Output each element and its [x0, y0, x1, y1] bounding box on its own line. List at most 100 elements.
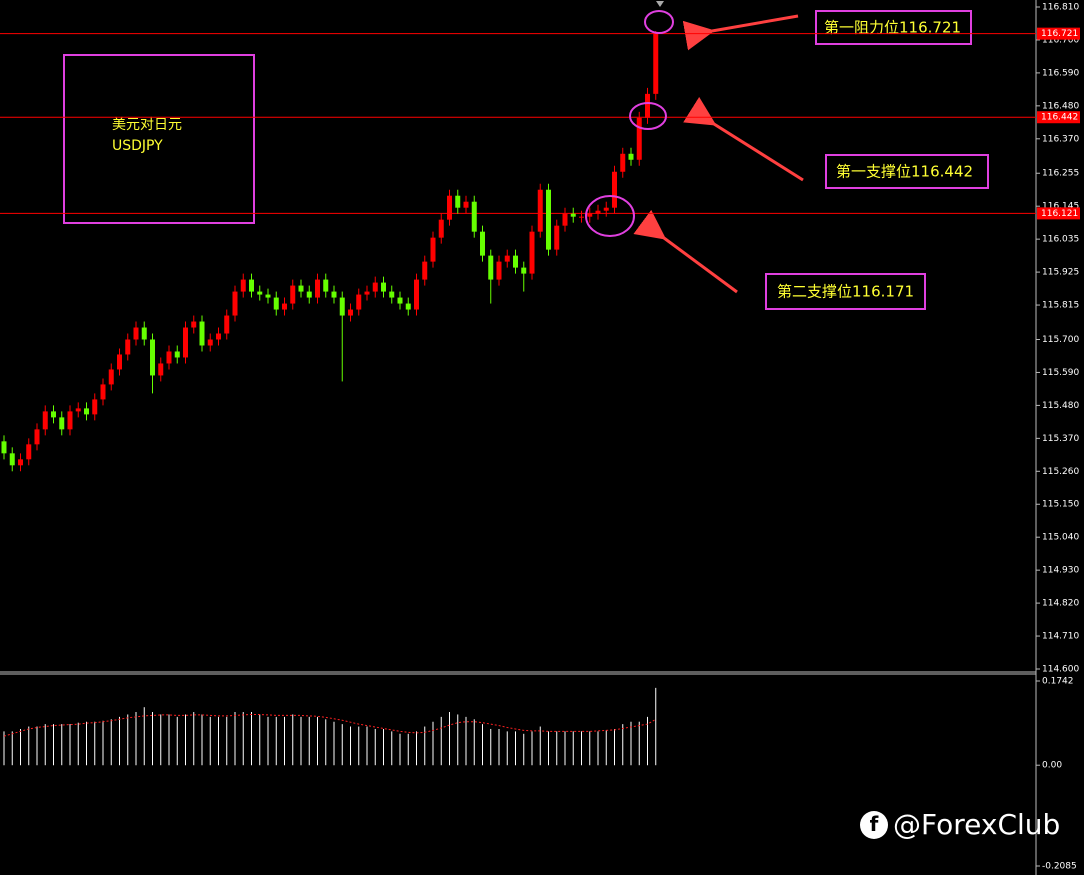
candle-body [92, 399, 98, 415]
y-tick-label: 115.700 [1042, 335, 1079, 345]
candle-body [348, 309, 353, 316]
candle-body [620, 153, 626, 172]
candle-body [265, 294, 271, 298]
annotation: 第一支撑位116.442 [836, 163, 973, 181]
label-cn: 美元对日元 [112, 117, 182, 133]
candle-body [438, 219, 444, 238]
level-tag [1037, 111, 1080, 124]
candle-body [232, 291, 238, 316]
label-box [63, 54, 255, 224]
annotation: 第二支撑位116.171 [777, 283, 914, 301]
candle-body [480, 231, 485, 256]
highlight-circle [644, 10, 674, 34]
annotation-box [815, 10, 972, 45]
y-tick-label: 115.815 [1042, 301, 1079, 311]
candle-body [100, 384, 106, 400]
candle-body [117, 354, 122, 370]
y-tick-label: 115.590 [1042, 368, 1079, 378]
candle-body [224, 315, 230, 334]
y-tick-label: 114.930 [1042, 566, 1079, 576]
y-tick-label: 116.810 [1042, 3, 1079, 13]
candle-body [430, 237, 436, 262]
candle-body [199, 321, 205, 346]
candle-body [603, 207, 609, 211]
candle-body [463, 201, 469, 208]
candle-body [306, 291, 312, 298]
candle-body [282, 303, 287, 310]
arrow [682, 14, 799, 51]
level-tag-label: 116.442 [1041, 113, 1078, 123]
candle-body [75, 408, 81, 412]
candle-body [207, 339, 213, 346]
candle-body [447, 195, 452, 220]
candle-body [381, 282, 386, 292]
candle-body [216, 333, 221, 340]
candle-body [554, 225, 560, 250]
candle-body [546, 189, 551, 250]
y-tick-label: 115.260 [1042, 467, 1079, 477]
candle-body [422, 261, 428, 280]
candle-body [364, 291, 370, 295]
candle-body [471, 201, 477, 232]
current-marker [656, 1, 664, 7]
label-symbol: USDJPY [112, 138, 163, 154]
level-tag [1037, 27, 1080, 40]
candle-body [158, 363, 164, 376]
candle-body [290, 285, 296, 304]
candle-body [405, 303, 411, 310]
candle-body [570, 213, 576, 217]
candle-body [628, 153, 634, 160]
candle-body [141, 327, 147, 340]
candle-body [529, 231, 535, 274]
candle-body [372, 282, 378, 292]
candle-body [356, 294, 362, 310]
candle-body [414, 279, 419, 310]
y-tick-label: 116.480 [1042, 101, 1079, 111]
candle-body [496, 261, 502, 280]
highlight-circle [629, 102, 667, 130]
y-tick-label: 0.1742 [1042, 677, 1074, 687]
candle-body [26, 444, 32, 460]
candle-body [653, 33, 659, 94]
candle-body [298, 285, 304, 292]
candle-body [174, 351, 180, 358]
candle-body [51, 411, 56, 418]
candle-body [84, 408, 89, 415]
candle-body [488, 255, 494, 280]
candle-body [67, 411, 73, 430]
arrow [633, 209, 738, 294]
y-tick-label: 116.700 [1042, 35, 1079, 45]
facebook-icon-glyph: f [870, 812, 879, 836]
y-tick-label: 116.370 [1042, 134, 1079, 144]
candle-body [504, 255, 510, 262]
y-tick-label: 115.150 [1042, 500, 1079, 510]
y-tick-label: -0.2085 [1042, 862, 1077, 872]
candle-body [612, 171, 617, 208]
facebook-icon [860, 811, 888, 839]
level-tag [1037, 207, 1080, 220]
y-tick-label: 116.255 [1042, 169, 1079, 179]
candle-body [636, 117, 642, 160]
y-tick-label: 116.590 [1042, 68, 1079, 78]
candle-body [315, 279, 320, 298]
candle-body [455, 195, 461, 208]
annotation-box [825, 154, 989, 189]
candle-body [59, 417, 65, 430]
highlight-circle [585, 195, 635, 237]
candle-body [645, 93, 650, 118]
candle-body [257, 291, 263, 295]
candle-body [331, 291, 337, 298]
y-tick-label: 115.040 [1042, 533, 1079, 543]
annotation: 第一阻力位116.721 [824, 19, 961, 37]
candle-body [42, 411, 48, 430]
candle-body [323, 279, 329, 292]
candle-body [339, 297, 345, 316]
y-tick-label: 116.035 [1042, 235, 1079, 245]
candle-body [537, 189, 543, 232]
candle-body [579, 216, 584, 218]
candle-body [562, 213, 568, 226]
candle-body [240, 279, 246, 292]
candle-body [389, 291, 395, 298]
